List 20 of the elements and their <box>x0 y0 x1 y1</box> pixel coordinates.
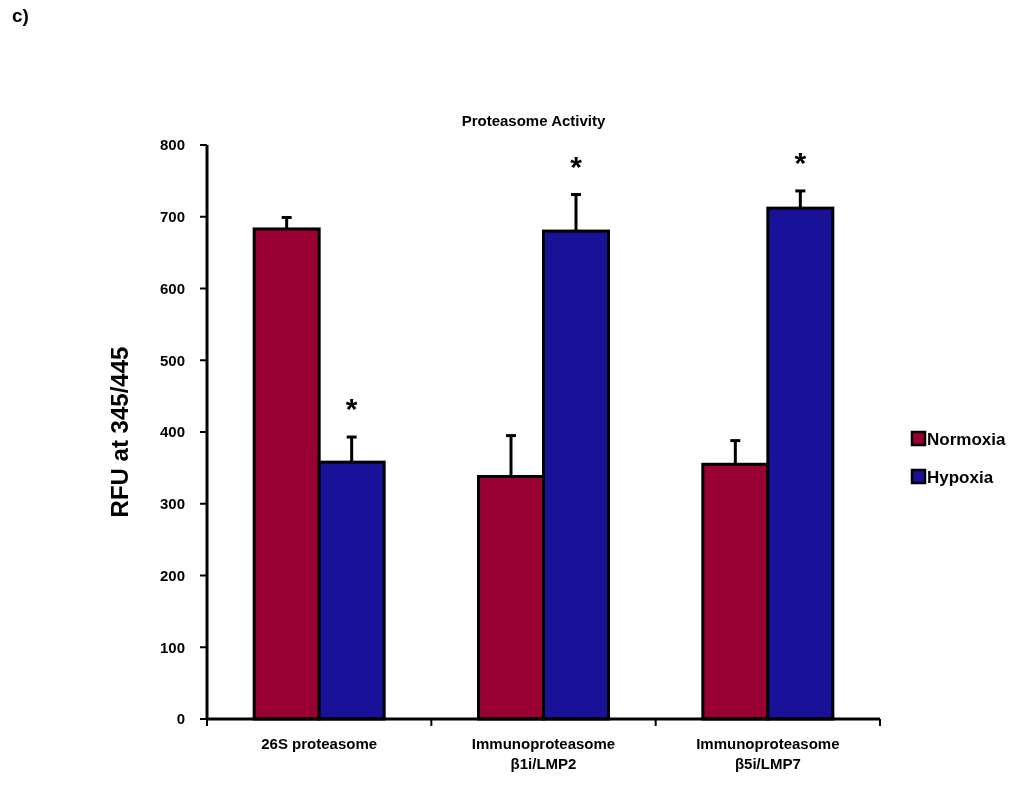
chart-title: Proteasome Activity <box>461 112 606 129</box>
annotation: * <box>794 145 807 179</box>
y-tick-label: 800 <box>159 136 185 154</box>
y-tick-label: 600 <box>159 279 185 297</box>
y-tick-label: 700 <box>159 208 185 225</box>
y-tick-label: 200 <box>159 566 185 584</box>
annotation: * <box>345 392 358 426</box>
y-tick-label: 500 <box>159 351 185 369</box>
x-tick-label: Immunoproteasome β1i/LMP2 <box>471 735 616 772</box>
y-tick-label: 0 <box>176 710 185 728</box>
legend-label: Hypoxia <box>927 467 994 487</box>
x-tick-label: Immunoproteasome β5i/LMP7 <box>696 735 840 772</box>
y-tick-label: 100 <box>159 638 185 656</box>
y-tick-label: 400 <box>159 423 185 441</box>
legend-label: Normoxia <box>927 429 1006 449</box>
y-tick-label: 300 <box>159 495 185 512</box>
annotation: * <box>570 149 583 183</box>
y-axis-title: RFU at 345/445 <box>106 346 133 518</box>
text: c) <box>12 5 29 26</box>
x-tick-label: 26S proteasome <box>261 735 378 752</box>
